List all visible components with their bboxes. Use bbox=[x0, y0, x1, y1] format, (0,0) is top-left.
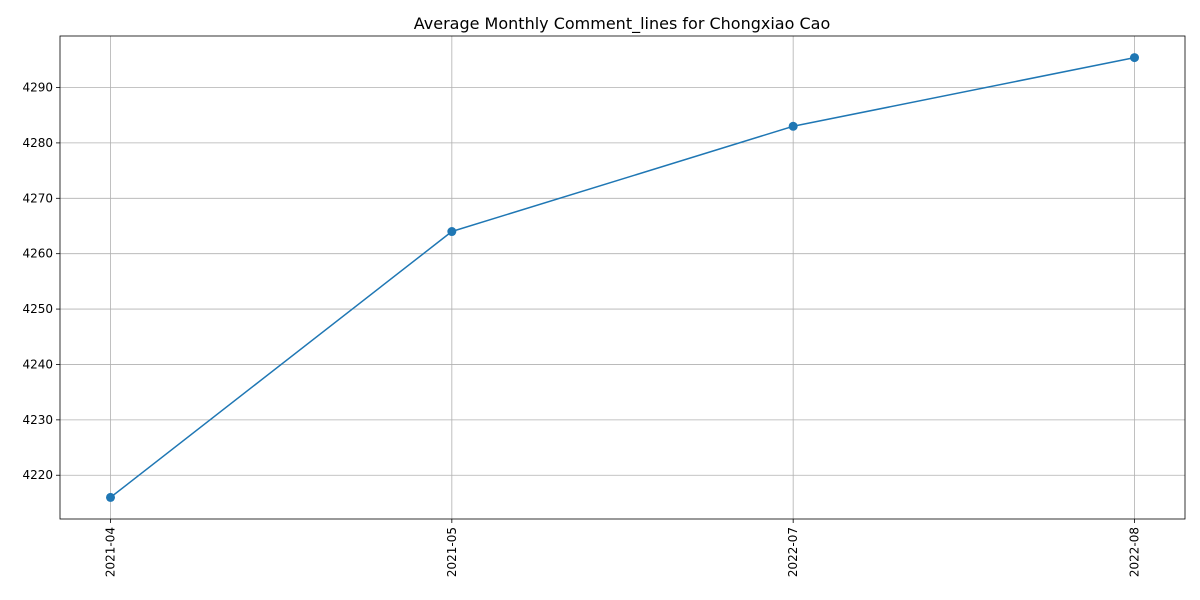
data-point-marker bbox=[447, 227, 457, 237]
y-tick-label: 4230 bbox=[22, 413, 53, 427]
plot-frame bbox=[59, 35, 1186, 520]
y-tick-label: 4270 bbox=[22, 191, 53, 205]
y-tick-label: 4280 bbox=[22, 136, 53, 150]
x-tick-label: 2022-08 bbox=[1128, 527, 1142, 577]
y-tick-label: 4260 bbox=[22, 247, 53, 261]
x-tick-label: 2021-04 bbox=[104, 527, 118, 577]
series-line bbox=[110, 56, 1135, 498]
data-point-marker bbox=[788, 121, 798, 131]
y-tick-label: 4290 bbox=[22, 81, 53, 95]
y-tick-label: 4250 bbox=[22, 302, 53, 316]
data-point-marker bbox=[106, 492, 115, 502]
y-tick-label: 4240 bbox=[22, 357, 53, 371]
data-point-marker bbox=[1130, 53, 1139, 63]
axes: 2021-04 2021-05 2022-07 2022-08 4220 4230 4240… bbox=[22, 35, 1186, 577]
grid bbox=[60, 36, 1185, 519]
y-tick-label: 4220 bbox=[22, 468, 53, 482]
chart-title: Average Monthly Comment_lines for Chongx… bbox=[414, 14, 830, 34]
series bbox=[106, 53, 1139, 502]
x-tick-label: 2022-07 bbox=[786, 527, 800, 577]
x-tick-label: 2021-05 bbox=[445, 527, 459, 577]
